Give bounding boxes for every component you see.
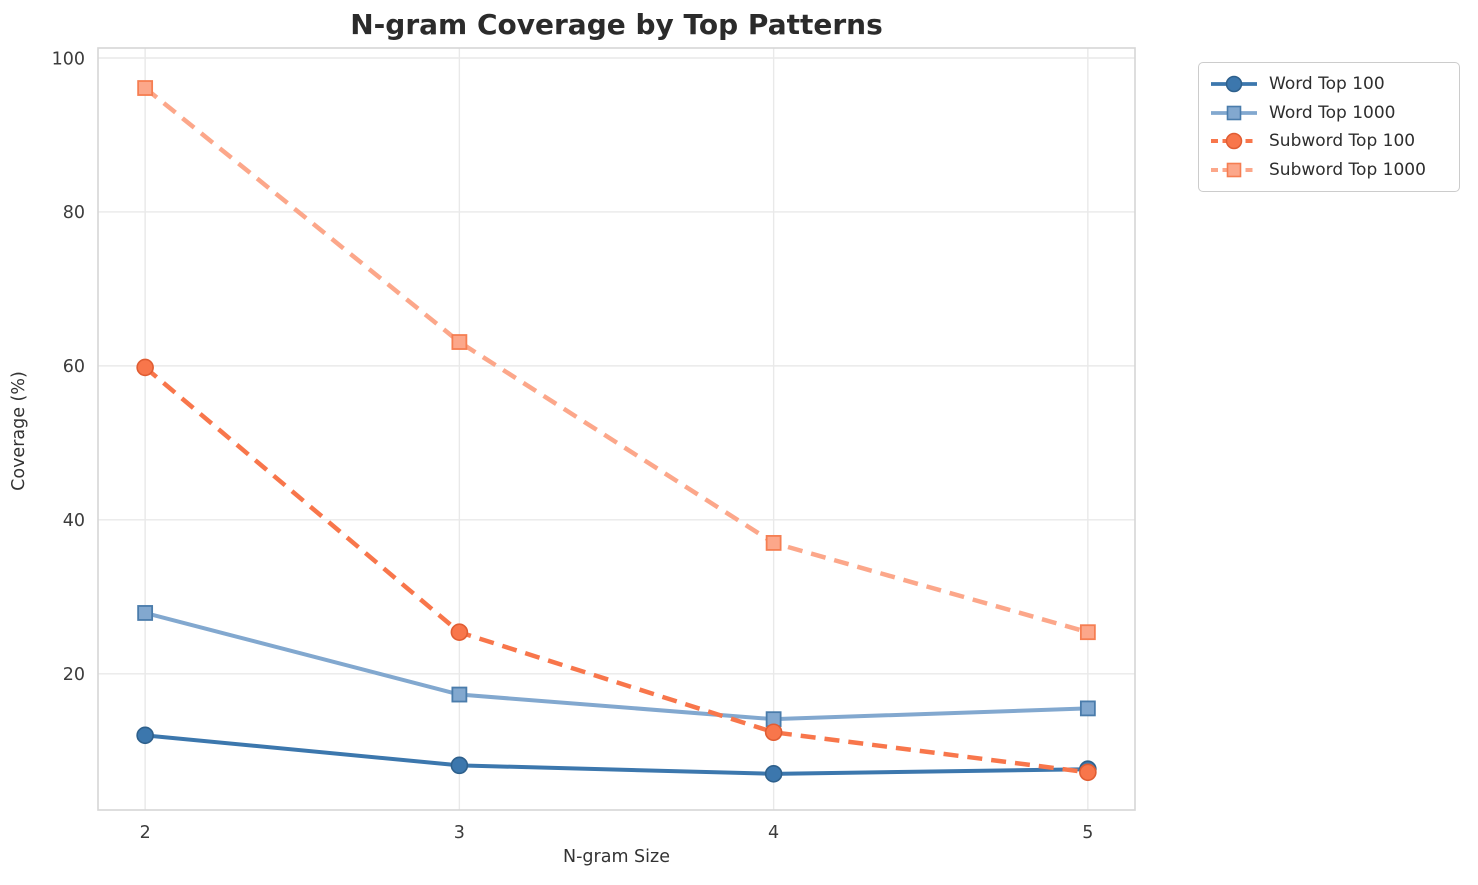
data-point-marker — [137, 605, 154, 621]
legend-sample-subword-top-1000-icon — [1211, 162, 1257, 177]
y-tick-label: 40 — [63, 511, 85, 531]
legend-marker-square — [1226, 162, 1242, 177]
legend-item: Subword Top 100 — [1210, 131, 1453, 151]
x-tick-label: 4 — [768, 823, 779, 843]
chart-title: N-gram Coverage by Top Patterns — [350, 8, 883, 41]
data-point-marker — [1079, 700, 1096, 717]
series-line — [144, 733, 1088, 776]
data-point-marker — [764, 765, 783, 783]
y-tick-label: 60 — [63, 357, 85, 377]
legend-sample-subword-top-100-icon — [1211, 132, 1257, 150]
legend-label: Subword Top 1000 — [1269, 159, 1426, 180]
legend-item: Subword Top 1000 — [1210, 160, 1453, 180]
legend-marker-circle — [1225, 76, 1243, 93]
y-tick-label: 20 — [63, 665, 85, 685]
y-tick-label: 80 — [63, 203, 85, 223]
legend-label: Word Top 1000 — [1269, 102, 1396, 123]
data-point-marker — [450, 623, 469, 642]
data-point-marker — [450, 756, 469, 775]
x-axis-label: N-gram Size — [563, 847, 670, 867]
legend-marker-circle — [1225, 132, 1243, 150]
data-point-marker — [765, 535, 782, 551]
y-tick-label: 100 — [52, 49, 85, 69]
data-point-marker — [451, 334, 468, 350]
x-tick-label: 2 — [140, 823, 151, 843]
legend-item: Word Top 100 — [1210, 74, 1453, 94]
data-point-marker — [764, 723, 783, 742]
legend-label: Subword Top 100 — [1269, 131, 1416, 152]
series-line — [143, 86, 1089, 635]
x-tick-label: 3 — [454, 823, 465, 843]
data-point-marker — [136, 726, 154, 745]
series-line — [143, 365, 1089, 775]
legend-item: Word Top 1000 — [1210, 103, 1453, 123]
series-line — [144, 611, 1088, 722]
data-point-marker — [136, 358, 154, 377]
legend: Word Top 100 Word Top 1000 Subword Top 1… — [1198, 62, 1460, 192]
data-point-marker — [137, 80, 154, 96]
legend-label: Word Top 100 — [1269, 74, 1385, 95]
legend-sample-word-top-100-icon — [1211, 76, 1257, 93]
data-point-marker — [1079, 763, 1097, 782]
legend-sample-word-top-1000-icon — [1211, 105, 1257, 121]
data-point-marker — [1079, 624, 1096, 641]
legend-marker-square — [1226, 105, 1242, 121]
x-tick-label: 5 — [1082, 823, 1093, 843]
plot-border — [97, 47, 1136, 811]
data-point-marker — [451, 686, 468, 703]
